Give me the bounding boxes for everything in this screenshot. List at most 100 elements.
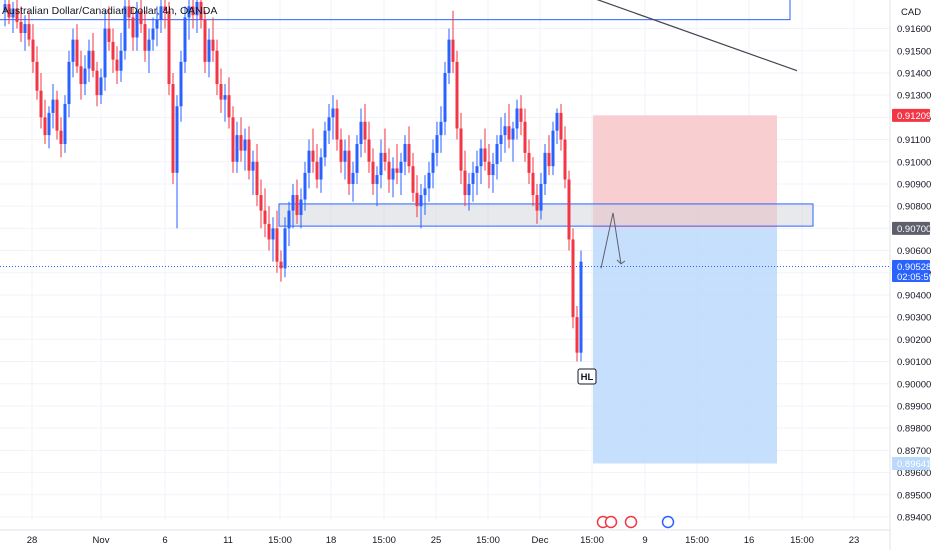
stop-loss-price-tag <box>892 108 930 122</box>
candle-body <box>179 61 183 107</box>
projection-arrowhead <box>616 259 626 265</box>
candle-body <box>435 135 439 153</box>
candle-body <box>107 28 111 42</box>
candle-body <box>443 72 447 122</box>
countdown-label: 02:05:59 <box>897 272 932 283</box>
candle-body <box>167 10 171 85</box>
candle-body <box>43 117 47 136</box>
candle-body <box>59 130 63 144</box>
candle-body <box>491 163 495 176</box>
y-tick-label: 0.91400 <box>897 68 931 79</box>
x-tick-label: 9 <box>642 535 647 546</box>
candle-body <box>403 143 407 162</box>
x-tick-label: 15:00 <box>268 535 292 546</box>
y-tick-label: 0.89500 <box>897 490 931 501</box>
candle-body <box>331 108 335 118</box>
target-price-label: 0.89641 <box>897 459 931 470</box>
candle-body <box>351 172 355 184</box>
candle-body <box>79 66 83 85</box>
candle-body <box>379 152 383 176</box>
candle-body <box>147 39 151 51</box>
candle-body <box>563 139 567 180</box>
candle-body <box>307 150 311 173</box>
candle-body <box>411 166 415 193</box>
current-price-tag <box>892 260 930 283</box>
hl-label: HL <box>581 372 594 383</box>
candle-body <box>35 61 39 91</box>
candle-body <box>143 24 147 51</box>
candle-body <box>555 112 559 131</box>
candle-body <box>87 50 91 69</box>
candle-body <box>211 39 215 51</box>
candle-body <box>155 19 159 29</box>
y-tick-label: 0.91000 <box>897 157 931 168</box>
y-tick-label: 0.89400 <box>897 512 931 523</box>
candle-body <box>559 112 563 140</box>
y-tick-label: 0.89600 <box>897 468 931 479</box>
candle-body <box>531 172 535 196</box>
candle-body <box>123 6 127 51</box>
candle-body <box>479 148 483 167</box>
candle-body <box>495 143 499 164</box>
candle-body <box>283 228 287 269</box>
candle-body <box>39 90 43 118</box>
candle-body <box>311 150 315 162</box>
candle-body <box>455 61 459 129</box>
candle-body <box>275 228 279 262</box>
candle-body <box>567 179 571 240</box>
candle-body <box>171 84 175 173</box>
event-icon <box>661 515 675 529</box>
y-tick-label: 0.90900 <box>897 179 931 190</box>
candle-body <box>7 4 11 18</box>
candle-body <box>463 170 467 196</box>
candle-body <box>55 99 59 131</box>
candle-body <box>579 261 583 353</box>
x-tick-label: 25 <box>431 535 442 546</box>
candle-body <box>459 128 463 171</box>
candle-body <box>259 195 263 211</box>
candle-body <box>503 126 507 136</box>
candle-body <box>303 172 307 200</box>
candle-body <box>375 175 379 184</box>
candle-body <box>191 6 195 16</box>
candle-body <box>67 61 71 105</box>
candle-body <box>219 84 223 100</box>
x-tick-label: 15:00 <box>580 535 604 546</box>
candle-body <box>263 210 267 224</box>
candle-body <box>575 317 579 353</box>
candle-body <box>515 108 519 129</box>
x-tick-label: Dec <box>532 535 549 546</box>
candle-body <box>215 50 219 85</box>
candle-body <box>31 39 35 62</box>
candle-body <box>291 195 295 211</box>
y-tick-label: 0.90300 <box>897 313 931 324</box>
candle-body <box>383 152 387 162</box>
candle-body <box>395 168 399 173</box>
candle-body <box>423 188 427 196</box>
candle-body <box>483 148 487 162</box>
candle-body <box>51 99 55 113</box>
candle-body <box>355 143 359 173</box>
hl-label-box <box>577 368 597 385</box>
y-tick-label: 0.91600 <box>897 24 931 35</box>
candle-body <box>431 152 435 173</box>
candle-body <box>247 139 251 171</box>
candle-body <box>475 166 479 173</box>
take-profit-zone <box>593 228 777 464</box>
candle-body <box>151 28 155 40</box>
x-tick-label: 15:00 <box>476 535 500 546</box>
candle-body <box>427 172 431 189</box>
x-tick-label: 15:00 <box>685 535 709 546</box>
x-tick-label: 23 <box>849 535 860 546</box>
candle-body <box>315 161 319 180</box>
candle-body <box>183 17 187 62</box>
y-tick-label: 0.90600 <box>897 246 931 257</box>
currency-label[interactable]: CAD <box>901 7 921 18</box>
candle-body <box>239 135 243 151</box>
candle-body <box>47 112 51 136</box>
candle-body <box>571 239 575 318</box>
candle-body <box>199 1 203 20</box>
y-tick-label: 0.91300 <box>897 91 931 102</box>
projection-path <box>600 212 622 269</box>
